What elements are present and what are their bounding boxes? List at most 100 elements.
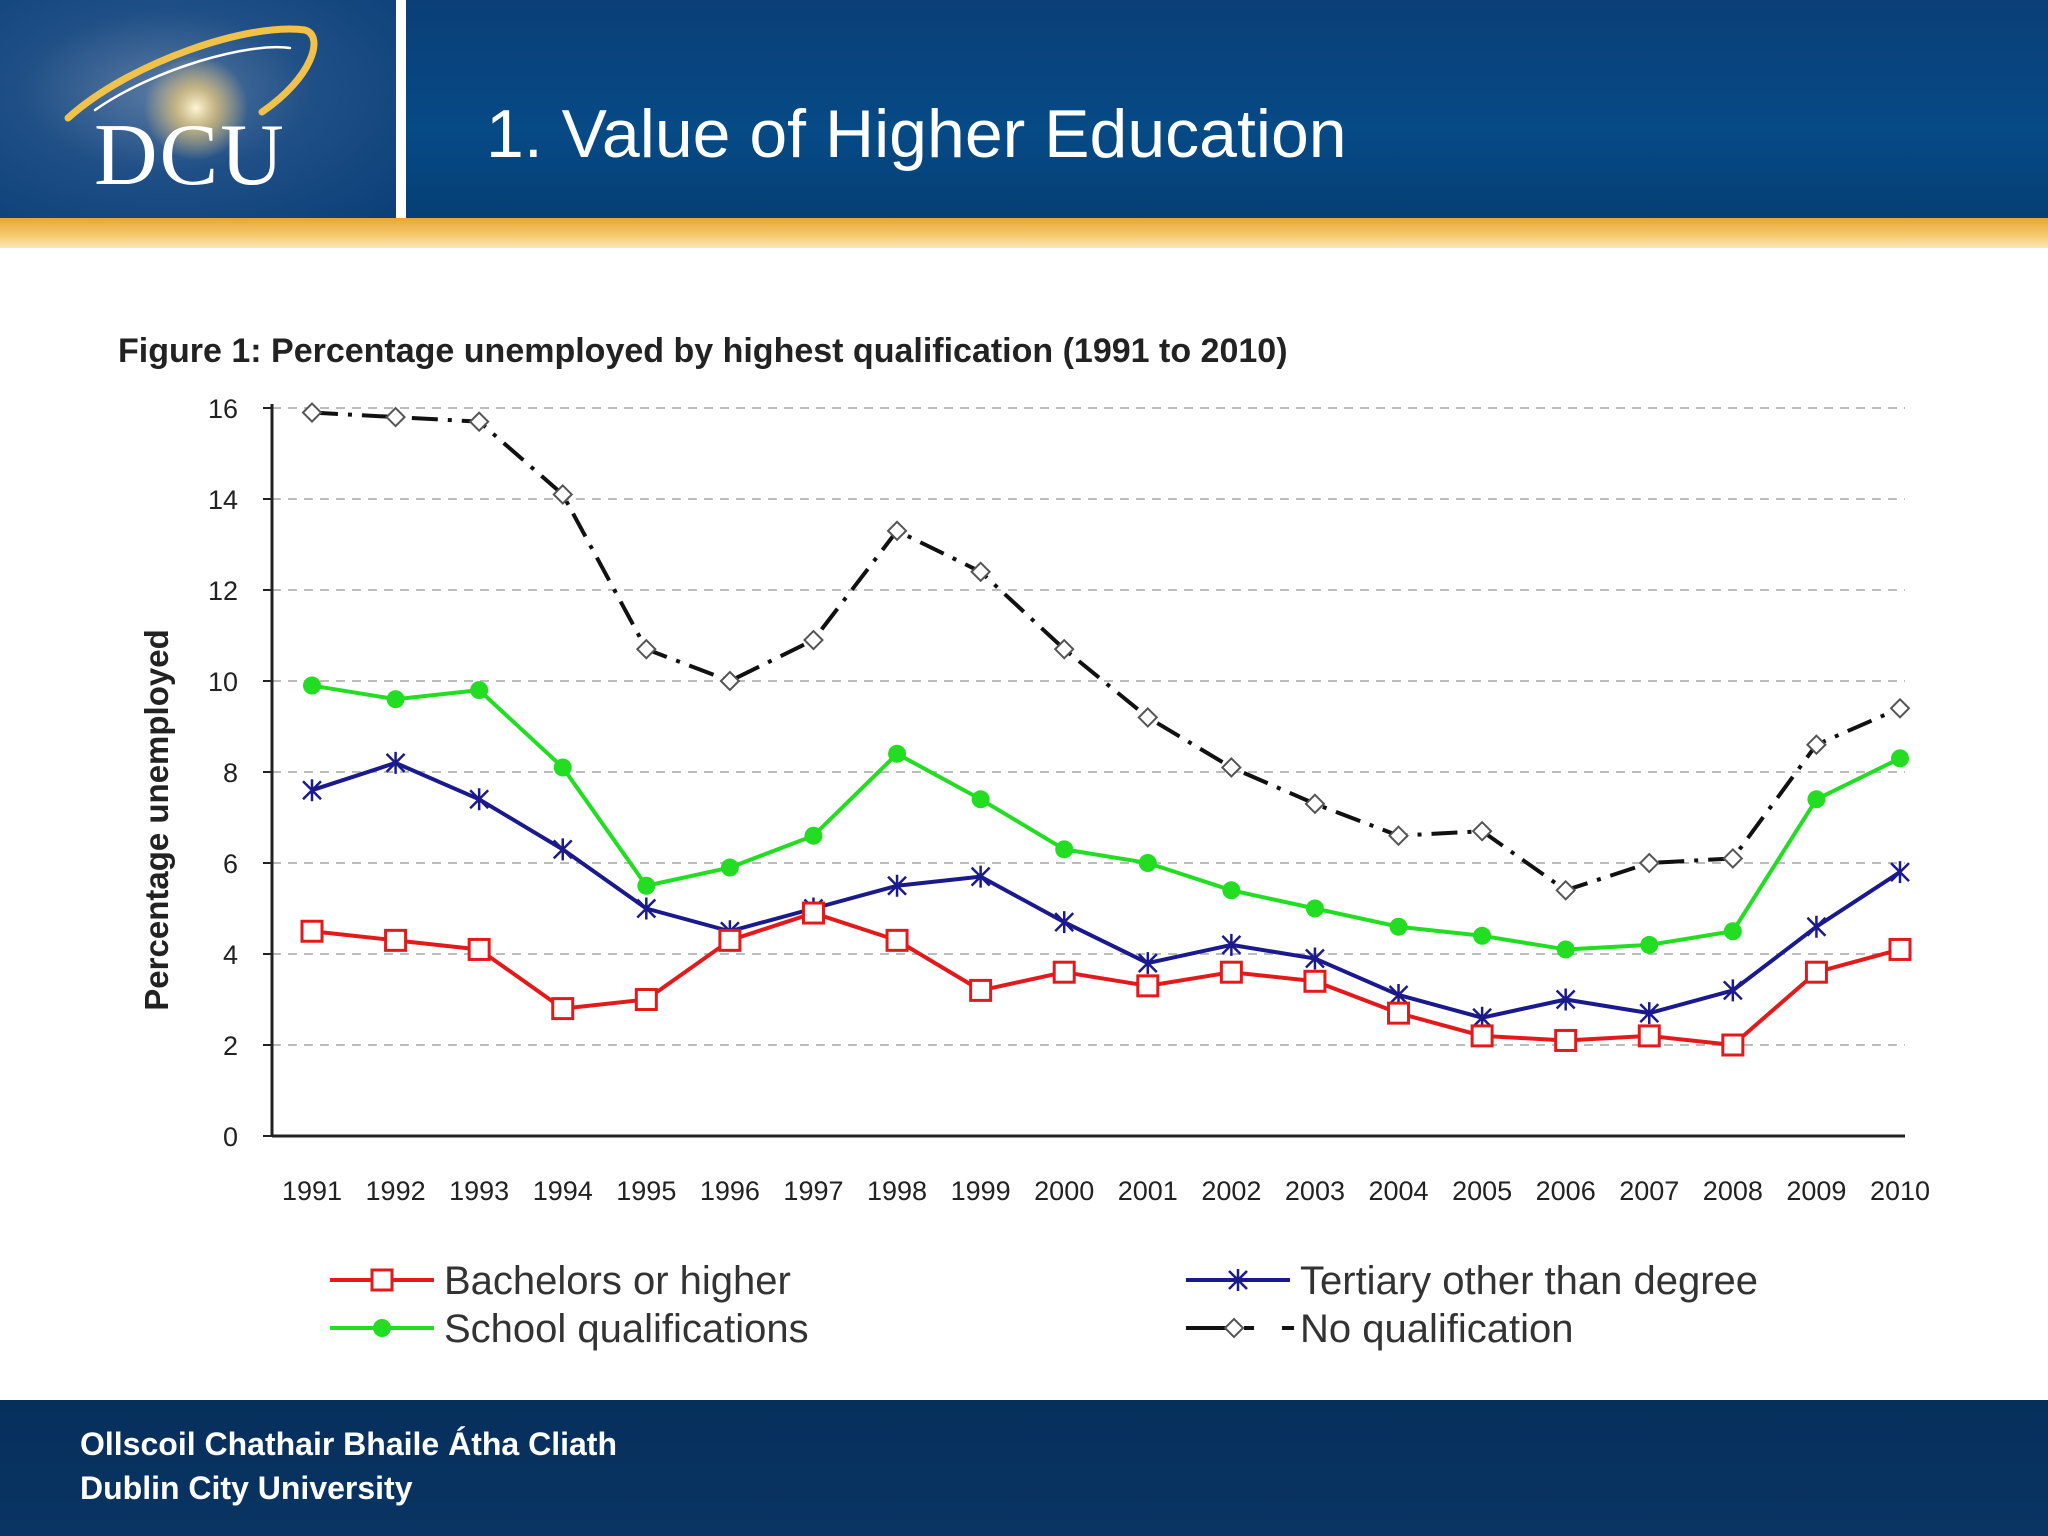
legend-label: No qualification xyxy=(1300,1307,1574,1351)
data-point xyxy=(719,670,741,692)
data-point xyxy=(1137,952,1158,975)
data-point xyxy=(1891,749,1909,768)
data-point xyxy=(1555,988,1576,1011)
data-point xyxy=(551,997,575,1021)
data-point xyxy=(303,676,321,695)
data-point xyxy=(553,758,572,777)
x-tick-label: 1996 xyxy=(700,1176,760,1206)
data-point xyxy=(1219,960,1243,984)
series-line xyxy=(311,683,1901,952)
data-point xyxy=(1388,825,1409,847)
data-point xyxy=(970,865,991,888)
data-point xyxy=(1389,917,1408,936)
data-point xyxy=(1387,1001,1411,1025)
x-tick-label: 1999 xyxy=(951,1176,1011,1206)
data-point xyxy=(971,790,990,809)
series-school-qualifications xyxy=(303,676,1909,959)
chart-title: Figure 1: Percentage unemployed by highe… xyxy=(118,332,1288,370)
data-point xyxy=(1555,879,1577,901)
y-tick-label: 2 xyxy=(223,1031,238,1061)
x-tick-label: 2008 xyxy=(1703,1176,1763,1206)
x-tick-label: 2003 xyxy=(1285,1176,1345,1206)
series-line xyxy=(311,911,1901,1047)
data-point xyxy=(370,1268,394,1292)
data-point xyxy=(1556,940,1575,959)
series-bachelors-or-higher xyxy=(300,901,1912,1057)
data-point xyxy=(467,937,491,961)
data-point xyxy=(1305,899,1324,918)
data-point xyxy=(552,484,574,505)
slide-footer xyxy=(0,1400,2048,1536)
y-axis-title: Percentage unemployed xyxy=(138,629,175,1010)
legend-item: School qualifications xyxy=(330,1307,809,1351)
data-point xyxy=(1888,937,1912,961)
legend-label: Bachelors or higher xyxy=(444,1259,791,1303)
data-point xyxy=(970,561,992,583)
y-tick-label: 6 xyxy=(223,849,238,879)
data-point xyxy=(1471,820,1493,842)
y-tick-label: 12 xyxy=(208,576,238,606)
y-tick-label: 16 xyxy=(208,394,238,424)
logo-swoosh-icon xyxy=(64,25,318,160)
x-tick-label: 1992 xyxy=(366,1176,426,1206)
y-tick-label: 14 xyxy=(208,485,238,515)
header-divider xyxy=(396,0,406,218)
data-point xyxy=(887,874,907,897)
data-point xyxy=(552,838,573,861)
data-point xyxy=(1055,840,1074,859)
slide-header: DCU 1. Value of Higher Education xyxy=(0,0,2048,218)
series-line xyxy=(311,760,1902,1020)
data-point xyxy=(1220,757,1242,778)
data-point xyxy=(637,876,656,895)
x-tick-label: 1993 xyxy=(449,1176,509,1206)
data-point xyxy=(1722,848,1744,869)
data-point xyxy=(1303,969,1327,993)
data-point xyxy=(718,928,742,952)
data-point xyxy=(1889,697,1911,719)
data-point xyxy=(468,411,490,433)
y-tick-label: 8 xyxy=(223,758,238,788)
x-tick-label: 2007 xyxy=(1619,1176,1679,1206)
data-point xyxy=(1054,911,1075,934)
line-chart: 0 2 4 6 8 10 12 14 16 1991 1992 1993 1994 1995 1996 199… xyxy=(138,394,1930,1351)
dcu-logo-panel: DCU xyxy=(0,0,396,218)
x-tick-label: 2005 xyxy=(1452,1176,1512,1206)
data-point xyxy=(1138,854,1157,872)
data-point xyxy=(1637,1024,1661,1048)
data-point xyxy=(1304,793,1326,815)
legend-item: Tertiary other than degree xyxy=(1186,1259,1758,1303)
data-point xyxy=(301,402,323,423)
slide-title: 1. Value of Higher Education xyxy=(486,96,1347,172)
data-point xyxy=(720,858,739,877)
data-point xyxy=(469,788,490,811)
data-point xyxy=(634,988,658,1011)
data-point xyxy=(1470,1024,1494,1048)
x-tick-label: 1991 xyxy=(282,1176,342,1206)
data-point xyxy=(1639,1002,1660,1025)
data-point xyxy=(1806,915,1827,938)
legend-label: School qualifications xyxy=(444,1307,809,1351)
data-point xyxy=(373,1319,391,1337)
legend-item: No qualification xyxy=(1186,1307,1574,1351)
data-point xyxy=(886,520,908,542)
data-point xyxy=(1804,960,1828,984)
data-point xyxy=(470,681,489,700)
data-point xyxy=(385,406,406,428)
legend-label: Tertiary other than degree xyxy=(1300,1259,1758,1303)
y-tick-label: 0 xyxy=(223,1122,238,1152)
legend-item: Bachelors or higher xyxy=(330,1259,791,1303)
data-point xyxy=(1723,922,1742,941)
data-point xyxy=(1640,935,1659,954)
x-tick-label: 1998 xyxy=(867,1176,927,1206)
y-tick-label: 4 xyxy=(223,940,238,970)
x-tick-label: 2009 xyxy=(1786,1176,1846,1206)
data-point xyxy=(803,629,824,651)
x-tick-label: 1995 xyxy=(616,1176,676,1206)
data-point xyxy=(1305,947,1325,970)
x-tick-label: 2002 xyxy=(1201,1176,1261,1206)
x-tick-label: 1994 xyxy=(533,1176,593,1206)
x-tick-label: 2001 xyxy=(1118,1176,1178,1206)
university-irish-name: Ollscoil Chathair Bhaile Átha Cliath xyxy=(80,1426,617,1462)
data-point xyxy=(385,751,406,774)
gold-accent-band xyxy=(0,218,2048,248)
